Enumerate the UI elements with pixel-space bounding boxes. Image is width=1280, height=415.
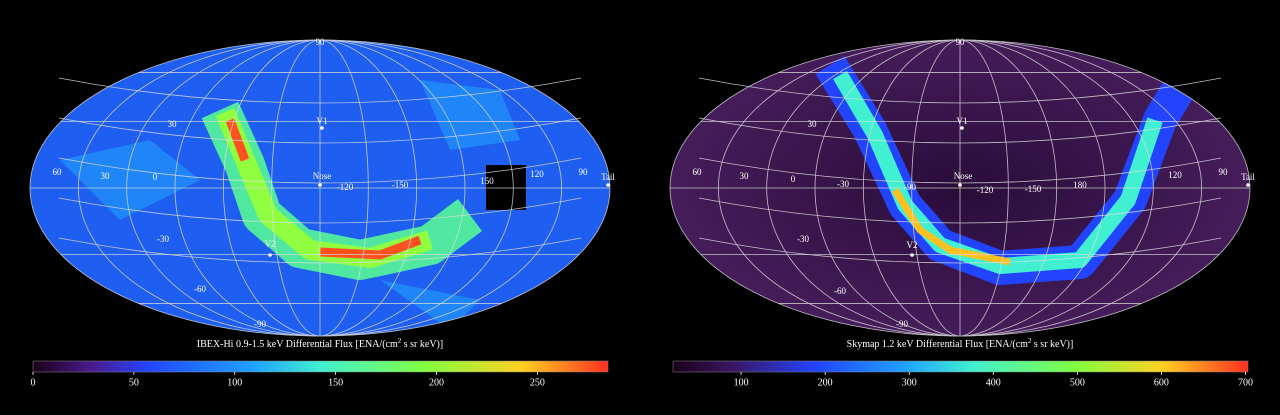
marker-dot	[318, 183, 322, 187]
colorbar-tick-label: 500	[1070, 377, 1085, 388]
map-label: -60	[194, 284, 206, 294]
map-label: 90	[316, 37, 326, 47]
ecliptic-line	[698, 77, 1222, 104]
map-label: 30	[808, 119, 818, 129]
ecliptic-line	[58, 77, 582, 104]
map-label: Tail	[601, 172, 615, 182]
caption-text: IBEX-Hi 0.9-1.5 keV Differential Flux [E…	[197, 339, 398, 350]
ecliptic-line	[698, 197, 1222, 224]
marker-dot	[958, 183, 962, 187]
map-label: 150	[480, 176, 494, 186]
colorbar-tick-label: 0	[31, 377, 36, 388]
map-label: 0	[153, 172, 158, 182]
marker-dot	[960, 126, 964, 130]
map-label: V2	[907, 240, 918, 250]
map-label: 60	[53, 167, 63, 177]
marker-dot	[606, 183, 610, 187]
map-label: 120	[1168, 170, 1182, 180]
colorbar-tick-label: 700	[1238, 377, 1253, 388]
map-label: -150	[392, 180, 409, 190]
map-label: 0	[791, 174, 796, 184]
map-label: -90	[904, 182, 916, 192]
ribbon-peak	[892, 188, 1011, 266]
map-label: 30	[101, 171, 111, 181]
map-label: Tail	[1241, 172, 1255, 182]
map-label: V1	[317, 116, 328, 126]
colorbar-tick-label: 200	[429, 377, 444, 388]
caption-text: s sr keV)]	[401, 339, 443, 350]
colorbar-tick-label: 250	[530, 377, 545, 388]
caption: IBEX-Hi 0.9-1.5 keV Differential Flux [E…	[197, 337, 443, 351]
marker-dot	[268, 253, 272, 257]
flux-patch	[60, 80, 520, 330]
colorbar-tick-label: 50	[129, 377, 139, 388]
marker-dot	[320, 126, 324, 130]
colorbar-tick-label: 200	[818, 377, 833, 388]
caption: Skymap 1.2 keV Differential Flux [ENA/(c…	[847, 337, 1074, 351]
caption-superscript: 2	[398, 337, 402, 345]
map-label: V1	[957, 116, 968, 126]
colorbar	[32, 360, 609, 373]
ecliptic-line	[698, 157, 1222, 184]
ecliptic-line	[58, 117, 582, 144]
map-label: 90	[579, 167, 589, 177]
map-label: 90	[956, 37, 966, 47]
marker-dot	[910, 253, 914, 257]
colorbar-tick-label: 150	[328, 377, 343, 388]
map-label: 30	[740, 171, 750, 181]
ecliptic-line	[58, 157, 582, 184]
map-label: -150	[1025, 184, 1042, 194]
map-label: Nose	[313, 171, 332, 181]
colorbar-tick-label: 100	[734, 377, 749, 388]
map-label: -120	[337, 182, 354, 192]
ecliptic-line	[698, 117, 1222, 144]
caption-text: s sr keV)]	[1031, 339, 1073, 350]
colorbar	[672, 360, 1249, 373]
caption-superscript: 2	[1028, 337, 1032, 345]
ecliptic-line	[698, 237, 1222, 264]
graticule	[669, 39, 1251, 337]
map-label: 60	[693, 167, 703, 177]
graticule	[29, 39, 611, 337]
map-label: -90	[254, 319, 266, 329]
map-label: -60	[834, 286, 846, 296]
colorbar-tick-label: 400	[986, 377, 1001, 388]
marker-dot	[1246, 183, 1250, 187]
map-label: -30	[157, 234, 169, 244]
map-label: 180	[1073, 180, 1087, 190]
map-label: V2	[265, 239, 276, 249]
map-label: -120	[977, 185, 994, 195]
map-label: Nose	[954, 171, 973, 181]
map-label: -30	[837, 179, 849, 189]
map-label: -30	[797, 234, 809, 244]
caption-text: Skymap 1.2 keV Differential Flux [ENA/(c…	[847, 339, 1028, 350]
colorbar-tick-label: 600	[1154, 377, 1169, 388]
colorbar-tick-label: 300	[902, 377, 917, 388]
map-label: -90	[896, 319, 908, 329]
map-label: 120	[530, 169, 544, 179]
no-data	[486, 165, 526, 210]
map-label: 90	[1219, 167, 1229, 177]
ecliptic-line	[58, 197, 582, 224]
ecliptic-line	[58, 237, 582, 264]
colorbar-tick-label: 100	[227, 377, 242, 388]
map-label: 30	[168, 119, 178, 129]
